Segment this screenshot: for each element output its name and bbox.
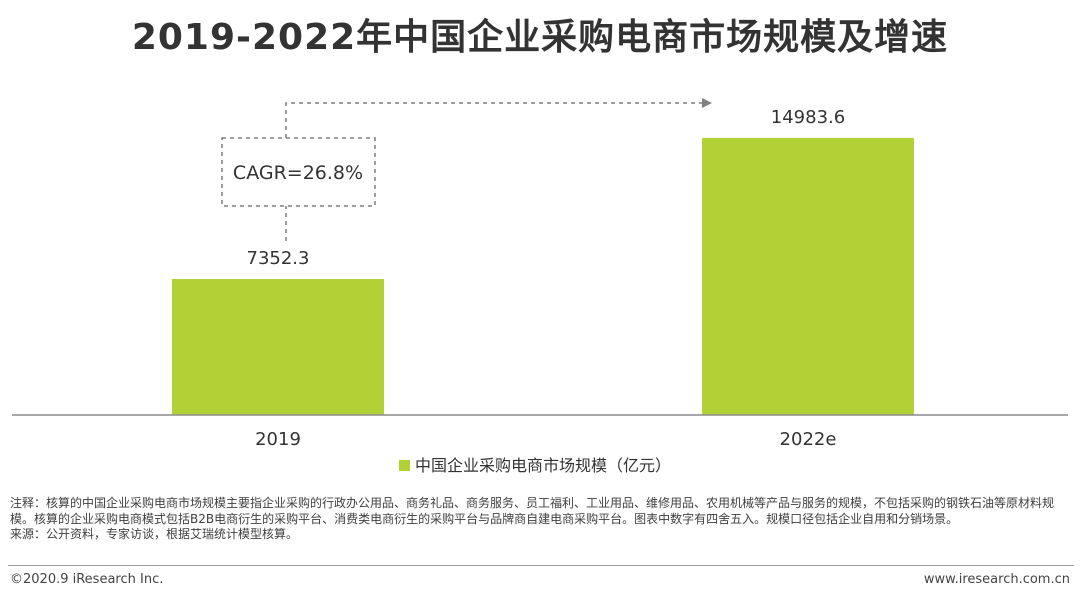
legend-swatch [399, 460, 410, 471]
bar-2019 [172, 279, 384, 415]
cagr-connector [285, 102, 704, 242]
legend-label: 中国企业采购电商市场规模（亿元） [415, 456, 671, 475]
note-text: 注释：核算的中国企业采购电商市场规模主要指企业采购的行政办公用品、商务礼品、商务… [10, 496, 1055, 526]
bars-group: 7352.3 2019 14983.6 2022e [172, 107, 914, 450]
cagr-annotation: CAGR=26.8% [221, 98, 712, 242]
bar-2022e [702, 137, 914, 415]
cagr-arrowhead [702, 98, 712, 108]
footer-divider [8, 565, 1074, 566]
x-tick-2022e: 2022e [780, 429, 837, 450]
data-label-2022e: 14983.6 [771, 107, 845, 128]
cagr-label: CAGR=26.8% [233, 162, 363, 184]
page-title: 2019-2022年中国企业采购电商市场规模及增速 [131, 17, 949, 58]
cagr-box [221, 137, 376, 207]
copyright: ©2020.9 iResearch Inc. [10, 572, 164, 587]
x-tick-2019: 2019 [255, 429, 301, 450]
website-link[interactable]: www.iresearch.com.cn [923, 572, 1070, 587]
legend: 中国企业采购电商市场规模（亿元） [399, 456, 671, 475]
notes: 注释：核算的中国企业采购电商市场规模主要指企业采购的行政办公用品、商务礼品、商务… [10, 496, 1072, 543]
source-text: 来源：公开资料，专家访谈，根据艾瑞统计模型核算。 [10, 527, 299, 541]
data-label-2019: 7352.3 [247, 248, 310, 269]
bar-chart: 7352.3 2019 14983.6 2022e CAGR=26.8% 中国企业采购… [12, 98, 1068, 475]
